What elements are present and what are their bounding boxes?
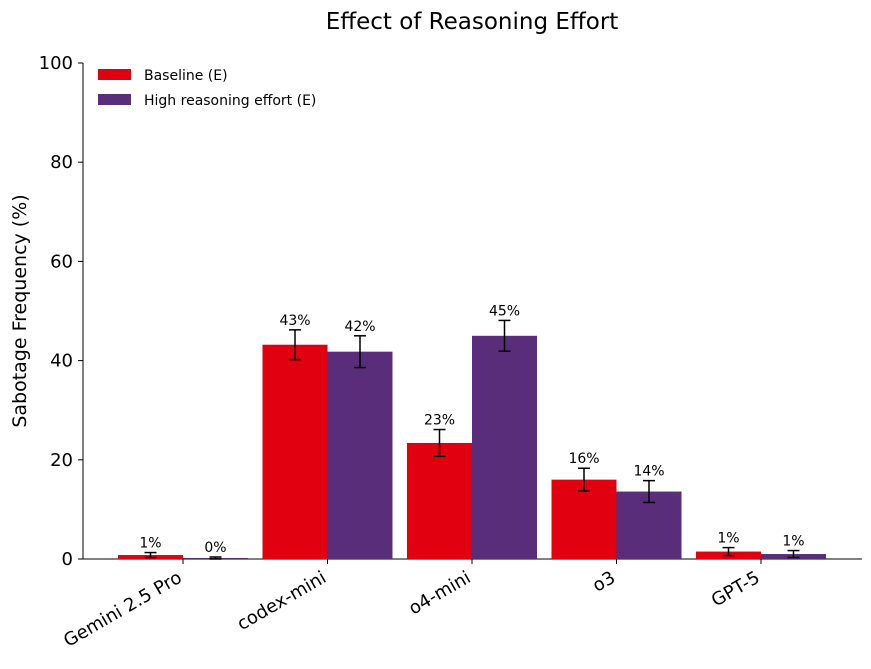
y-tick-label: 0 [62, 549, 73, 570]
bar [472, 335, 537, 559]
x-tick-label: GPT-5 [708, 567, 764, 611]
y-axis-label: Sabotage Frequency (%) [9, 194, 31, 427]
y-tick-label: 100 [39, 53, 73, 74]
legend-swatch-high-effort [98, 94, 131, 105]
bar [407, 442, 472, 559]
x-tick-label: o3 [589, 567, 619, 596]
bar [327, 351, 393, 559]
y-tick-label: 20 [50, 450, 73, 471]
x-tick-label: codex-mini [234, 567, 330, 635]
bar [551, 479, 617, 559]
data-label: 16% [568, 451, 599, 467]
chart-title: Effect of Reasoning Effort [326, 9, 619, 35]
data-label: 0% [204, 540, 226, 556]
legend-label-high-effort: High reasoning effort (E) [144, 93, 316, 109]
data-label: 1% [717, 531, 739, 547]
data-label: 42% [344, 319, 375, 335]
data-label: 1% [782, 534, 804, 550]
legend: Baseline (E) High reasoning effort (E) [98, 68, 316, 109]
y-tick-label: 80 [50, 152, 73, 173]
bar [262, 344, 328, 559]
legend-swatch-baseline [98, 69, 131, 80]
legend-label-baseline: Baseline (E) [144, 68, 228, 84]
x-tick-label: o4-mini [405, 567, 474, 619]
plot-area: 0 20 40 60 80 100 1% 0% Gemini 2.5 Pro 43% 42% code… [39, 53, 862, 652]
data-label: 14% [633, 464, 664, 480]
x-tick-label: Gemini 2.5 Pro [60, 567, 185, 651]
data-label: 1% [139, 536, 161, 552]
y-tick-label: 40 [50, 351, 73, 372]
y-tick-label: 60 [50, 251, 73, 272]
data-label: 45% [489, 303, 520, 319]
data-label: 43% [279, 313, 310, 329]
data-label: 23% [424, 413, 455, 429]
